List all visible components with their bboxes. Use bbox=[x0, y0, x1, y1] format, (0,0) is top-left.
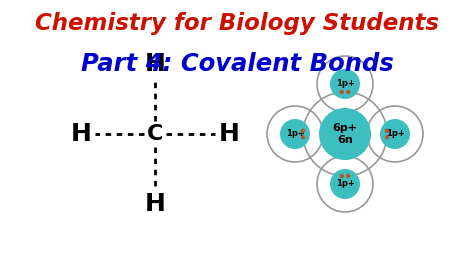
Text: H: H bbox=[70, 122, 91, 146]
Text: 1p+: 1p+ bbox=[285, 130, 304, 139]
Circle shape bbox=[330, 169, 360, 199]
Circle shape bbox=[339, 90, 344, 94]
Text: 6p+
6n: 6p+ 6n bbox=[332, 123, 357, 145]
Text: Part 4: Covalent Bonds: Part 4: Covalent Bonds bbox=[81, 52, 393, 76]
Text: H: H bbox=[145, 52, 165, 76]
Circle shape bbox=[385, 135, 389, 139]
Text: H: H bbox=[145, 192, 165, 217]
Circle shape bbox=[301, 135, 305, 139]
Circle shape bbox=[280, 119, 310, 149]
Text: 1p+: 1p+ bbox=[385, 130, 404, 139]
Circle shape bbox=[385, 128, 389, 133]
Circle shape bbox=[339, 174, 344, 178]
Text: Chemistry for Biology Students: Chemistry for Biology Students bbox=[35, 13, 439, 35]
Circle shape bbox=[346, 174, 350, 178]
Circle shape bbox=[301, 128, 305, 133]
Text: C: C bbox=[147, 124, 163, 144]
Circle shape bbox=[346, 90, 350, 94]
Text: 1p+: 1p+ bbox=[336, 80, 355, 89]
Circle shape bbox=[330, 69, 360, 99]
Text: H: H bbox=[219, 122, 240, 146]
Circle shape bbox=[319, 108, 371, 160]
Circle shape bbox=[380, 119, 410, 149]
Text: 1p+: 1p+ bbox=[336, 180, 355, 189]
